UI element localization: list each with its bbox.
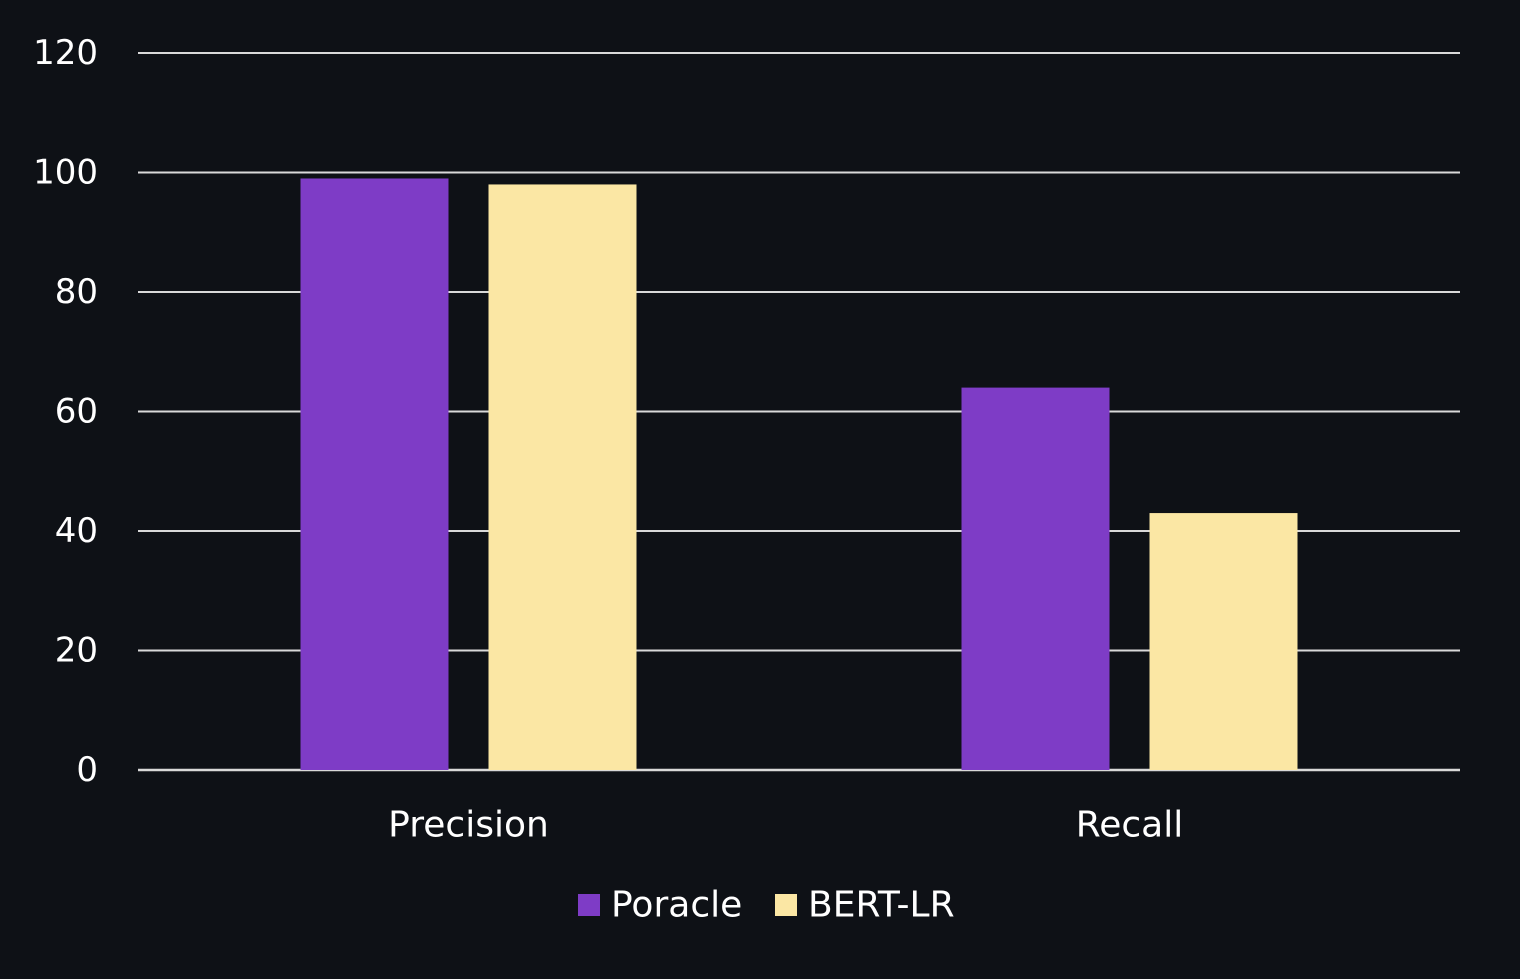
x-tick-label: Recall [1076, 805, 1183, 846]
legend-label: Poracle [611, 885, 742, 926]
y-axis-tick-labels: 0 20 40 60 80 100 120 [33, 33, 98, 790]
legend-swatch [578, 894, 600, 916]
y-tick-label: 120 [33, 33, 98, 73]
bar-poracle-precision [300, 178, 449, 771]
bars [300, 178, 1298, 771]
y-tick-label: 20 [55, 631, 98, 671]
x-tick-label: Precision [388, 805, 549, 846]
bar-poracle-recall [961, 387, 1110, 770]
legend-label: BERT-LR [808, 885, 955, 926]
bar-bert-lr-recall [1149, 513, 1298, 770]
legend-item: BERT-LR [775, 885, 955, 926]
y-tick-label: 100 [33, 153, 98, 193]
y-tick-label: 40 [55, 511, 98, 551]
bar-bert-lr-precision [488, 184, 637, 770]
legend: Poracle BERT-LR [578, 885, 955, 926]
y-tick-label: 80 [55, 272, 98, 312]
legend-item: Poracle [578, 885, 742, 926]
legend-swatch [775, 894, 797, 916]
x-axis-tick-labels: Precision Recall [388, 805, 1183, 846]
y-tick-label: 60 [55, 392, 98, 432]
y-tick-label: 0 [76, 750, 98, 790]
